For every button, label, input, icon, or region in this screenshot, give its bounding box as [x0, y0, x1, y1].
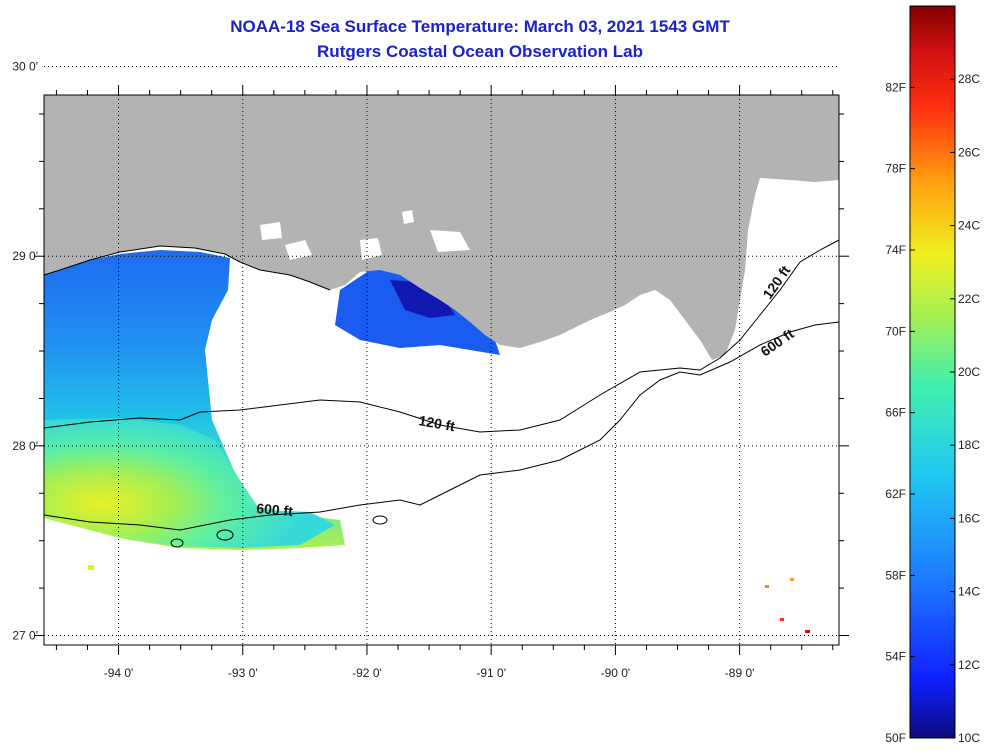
contour-label-120-west: 120 ft [417, 412, 456, 434]
axis-labels: -94 0' -93 0' -92 0' -91 0' -90 0' -89 0' 30 0… [12, 60, 754, 680]
lake [360, 238, 382, 260]
colorbar-f-label: 58F [885, 568, 906, 582]
colorbar-f-label: 82F [885, 80, 906, 94]
colorbar-c-label: 22C [958, 292, 980, 306]
colorbar-c-label: 26C [958, 145, 980, 159]
colorbar-f-label: 70F [885, 324, 906, 338]
colorbar-f-label: 54F [885, 650, 906, 664]
colorbar-c-label: 28C [958, 72, 980, 86]
map-border [43, 94, 840, 646]
contour-120ft [43, 239, 840, 433]
title-line-2: Rutgers Coastal Ocean Observation Lab [317, 42, 643, 61]
lat-tick-label: 28 0' [12, 439, 38, 453]
lake [260, 222, 282, 240]
land-mass [44, 95, 839, 360]
lake [402, 210, 414, 224]
colorbar-labels: 82F 78F 74F 70F 66F 62F 58F 54F 50F 28C 26C 24C 22C 2… [885, 72, 980, 745]
coastline [43, 245, 331, 291]
lon-tick-label: -94 0' [104, 666, 134, 680]
sst-speck [790, 578, 794, 581]
contour-blob [372, 515, 388, 525]
colorbar-f-label: 78F [885, 162, 906, 176]
sst-speck [88, 565, 94, 570]
colorbar-c-label: 18C [958, 438, 980, 452]
contour-blob [216, 529, 234, 541]
colorbar-f-label: 50F [885, 731, 906, 745]
contour-blob [170, 538, 184, 548]
sst-cold-core [390, 280, 455, 318]
sst-speck [765, 585, 769, 588]
lat-tick-label: 29 0' [12, 249, 38, 263]
lon-tick-label: -89 0' [725, 666, 755, 680]
colorbar-c-label: 10C [958, 731, 980, 745]
colorbar-c-label: 24C [958, 219, 980, 233]
sst-speck [780, 618, 784, 621]
colorbar-f-label: 74F [885, 243, 906, 257]
colorbar-c-label: 14C [958, 585, 980, 599]
colorbar-f-label: 66F [885, 406, 906, 420]
colorbar-c-label: 12C [958, 658, 980, 672]
title-line-1: NOAA-18 Sea Surface Temperature: March 0… [230, 17, 730, 36]
colorbar-f-label: 62F [885, 487, 906, 501]
lat-tick-label: 27 0' [12, 629, 38, 643]
graticule [34, 66, 849, 655]
lon-tick-label: -93 0' [228, 666, 258, 680]
colorbar-c-label: 16C [958, 511, 980, 525]
lake [285, 240, 312, 260]
lon-tick-label: -91 0' [476, 666, 506, 680]
colorbar [909, 5, 956, 739]
colorbar-c-label: 20C [958, 365, 980, 379]
lon-tick-label: -92 0' [352, 666, 382, 680]
contour-label-600-west: 600 ft [256, 500, 294, 519]
contour-600ft [43, 321, 840, 531]
lat-tick-label: 30 0' [12, 60, 38, 74]
lon-tick-label: -90 0' [601, 666, 631, 680]
lake [430, 230, 470, 252]
sst-speck [805, 630, 810, 633]
